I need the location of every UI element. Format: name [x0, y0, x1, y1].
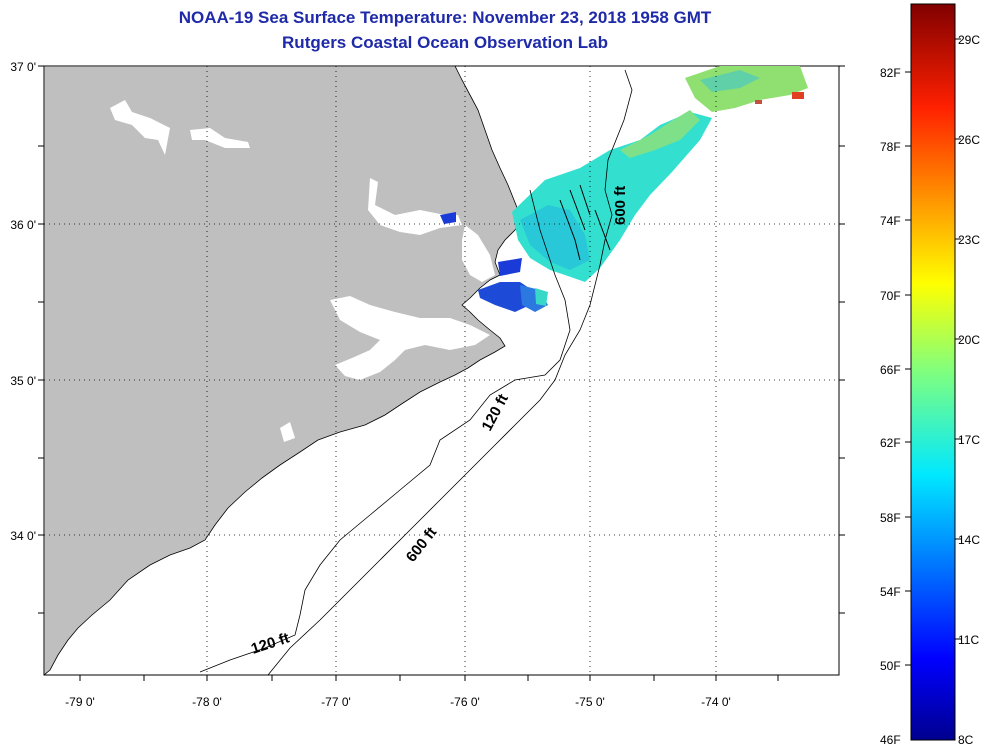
map-subtitle: Rutgers Coastal Ocean Observation Lab — [282, 33, 608, 52]
colorbar-c-label: 8C — [958, 733, 974, 747]
inland-water — [190, 128, 250, 148]
lat-label: 34 0' — [10, 529, 36, 543]
inland-water — [368, 178, 462, 235]
colorbar-c-label: 11C — [958, 633, 979, 647]
colorbar-c-label: 26C — [958, 133, 980, 147]
colorbar-f-label: 66F — [880, 363, 901, 377]
colorbar-f-label: 54F — [880, 585, 901, 599]
contour-label: 600 ft — [612, 186, 629, 225]
colorbar-f-label: 78F — [880, 140, 901, 154]
map-title: NOAA-19 Sea Surface Temperature: Novembe… — [178, 8, 712, 27]
sst-swath — [478, 66, 808, 312]
inland-water — [462, 225, 495, 282]
axis-ticks — [38, 65, 845, 681]
inland-water — [330, 296, 490, 380]
colorbar-f-label: 82F — [880, 66, 901, 80]
colorbar-f-label: 74F — [880, 214, 901, 228]
colorbar-f-label: 58F — [880, 511, 901, 525]
colorbar-c-label: 20C — [958, 333, 980, 347]
colorbar-c-label: 23C — [958, 233, 980, 247]
colorbar-f-label: 62F — [880, 436, 901, 450]
temperature-colorbar: 82F 78F 74F 70F 66F 62F 58F 54F 50F 46F … — [880, 3, 980, 747]
inland-water — [280, 422, 295, 442]
colorbar-f-label: 46F — [880, 733, 901, 747]
colorbar-f-label: 50F — [880, 659, 901, 673]
lon-label: -77 0' — [321, 695, 351, 709]
bathymetry-contours — [199, 69, 633, 675]
map-panel: 600 ft 120 ft 600 ft 120 ft — [10, 60, 845, 709]
colorbar-f-label: 70F — [880, 289, 901, 303]
lon-label: -79 0' — [65, 695, 95, 709]
lon-label: -76 0' — [450, 695, 480, 709]
sst-cold-patch — [440, 212, 456, 224]
lat-label: 37 0' — [10, 60, 36, 74]
lon-label: -78 0' — [192, 695, 222, 709]
lat-label: 36 0' — [10, 218, 36, 232]
colorbar-c-label: 14C — [958, 533, 980, 547]
colorbar-c-label: 29C — [958, 33, 980, 47]
inland-water — [110, 100, 170, 155]
sst-cold-patch — [498, 258, 522, 276]
lon-label: -74 0' — [701, 695, 731, 709]
lon-label: -75 0' — [575, 695, 605, 709]
colorbar-c-label: 17C — [958, 433, 980, 447]
lat-label: 35 0' — [10, 374, 36, 388]
